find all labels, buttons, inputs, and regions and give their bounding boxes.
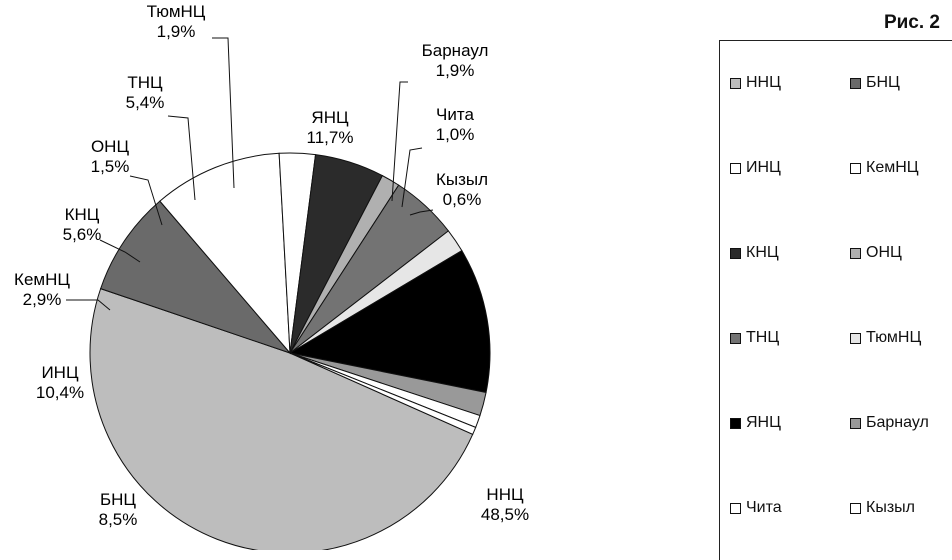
legend-swatch xyxy=(730,417,741,429)
slice-percent-label: 0,6% xyxy=(443,190,482,209)
legend-swatch xyxy=(850,332,861,344)
chart-legend: ННЦ БНЦ ИНЦ КемНЦ КНЦ ОНЦ ТНЦ ТюмНЦ ЯНЦ Барнаул Чи… xyxy=(719,40,952,560)
legend-label: Чита xyxy=(746,499,782,516)
slice-percent-label: 1,0% xyxy=(436,125,475,144)
pie-slice-3 xyxy=(159,152,291,355)
slice-name-label: ТюмНЦ xyxy=(147,2,206,21)
legend-label: БНЦ xyxy=(866,74,900,91)
slice-name-label: Чита xyxy=(436,105,474,124)
legend-swatch xyxy=(730,162,741,174)
slice-name-label: КемНЦ xyxy=(14,270,70,289)
slice-percent-label: 11,7% xyxy=(307,128,354,147)
legend-label: ИНЦ xyxy=(746,159,781,176)
legend-label: ТНЦ xyxy=(746,329,780,346)
leader-line xyxy=(129,175,163,226)
slice-name-label: Барнаул xyxy=(422,41,489,60)
legend-label: КемНЦ xyxy=(866,159,919,176)
legend-swatch xyxy=(730,247,741,259)
slice-name-label: КНЦ xyxy=(65,205,100,224)
legend-label: Барнаул xyxy=(866,414,929,431)
legend-item: ННЦ xyxy=(730,74,781,92)
legend-item: ИНЦ xyxy=(730,159,781,177)
slice-name-label: ИНЦ xyxy=(41,363,78,382)
slice-name-label: ЯНЦ xyxy=(311,108,349,127)
leader-line xyxy=(66,299,111,311)
slice-percent-label: 10,4% xyxy=(36,383,84,402)
legend-item: ОНЦ xyxy=(850,244,902,262)
legend-label: ННЦ xyxy=(746,74,781,91)
legend-item: КНЦ xyxy=(730,244,779,262)
slice-percent-label: 1,5% xyxy=(91,157,130,176)
pie-slice-12 xyxy=(289,352,477,436)
legend-label: КНЦ xyxy=(746,244,779,261)
legend-swatch xyxy=(730,77,741,89)
pie-slice-9 xyxy=(288,249,491,394)
legend-swatch xyxy=(850,247,861,259)
slice-name-label: БНЦ xyxy=(100,490,136,509)
pie-slice-1 xyxy=(89,287,474,550)
leader-line xyxy=(401,147,423,208)
legend-item: ТюмНЦ xyxy=(850,329,921,347)
leader-line xyxy=(167,115,196,201)
slice-percent-label: 1,9% xyxy=(436,61,475,80)
legend-item: БНЦ xyxy=(850,74,900,92)
legend-item: Чита xyxy=(730,499,782,517)
leader-line xyxy=(409,209,434,216)
slice-percent-label: 48,5% xyxy=(481,505,529,524)
legend-item: Кызыл xyxy=(850,499,915,517)
slice-name-label: Кызыл xyxy=(436,170,488,189)
legend-swatch xyxy=(850,417,861,429)
slice-percent-label: 8,5% xyxy=(99,510,138,529)
legend-item: ЯНЦ xyxy=(730,414,781,432)
legend-item: КемНЦ xyxy=(850,159,919,177)
legend-label: ТюмНЦ xyxy=(866,329,922,346)
leader-line xyxy=(99,239,141,263)
slice-name-label: ННЦ xyxy=(486,485,524,504)
legend-swatch xyxy=(730,332,741,344)
leader-line xyxy=(212,37,235,189)
slice-percent-label: 1,9% xyxy=(157,22,196,41)
slice-name-label: ОНЦ xyxy=(91,137,130,156)
legend-swatch xyxy=(850,502,861,514)
legend-swatch xyxy=(850,77,861,89)
legend-swatch xyxy=(850,162,861,174)
figure-label: Рис. 2 xyxy=(883,12,940,33)
legend-label: ЯНЦ xyxy=(746,414,781,431)
legend-label: Кызыл xyxy=(866,499,915,516)
pie-slice-2 xyxy=(100,200,292,355)
slice-percent-label: 5,6% xyxy=(63,225,102,244)
slice-percent-label: 2,9% xyxy=(23,290,62,309)
slice-percent-label: 5,4% xyxy=(126,93,165,112)
legend-item: ТНЦ xyxy=(730,329,779,347)
legend-item: Барнаул xyxy=(850,414,929,432)
legend-swatch xyxy=(730,502,741,514)
leader-line xyxy=(391,81,408,202)
slice-name-label: ТНЦ xyxy=(127,73,163,92)
legend-label: ОНЦ xyxy=(866,244,902,261)
